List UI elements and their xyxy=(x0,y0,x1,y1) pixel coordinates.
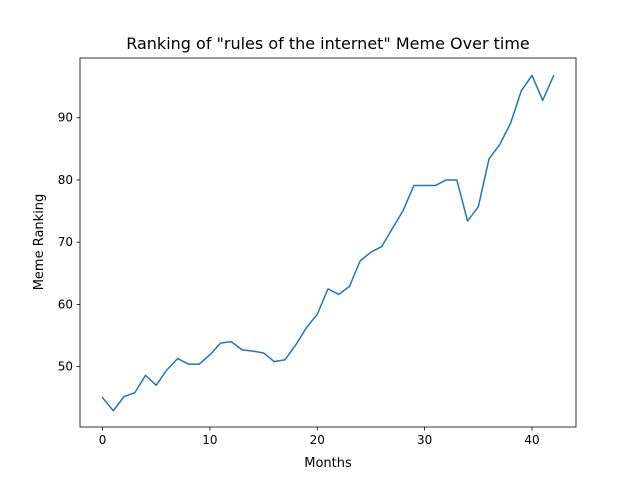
x-axis-label: Months xyxy=(304,456,352,471)
y-tick-label: 60 xyxy=(58,297,73,311)
y-tick-label: 70 xyxy=(58,235,73,249)
y-tick-label: 80 xyxy=(58,173,73,187)
y-tick-label: 90 xyxy=(58,111,73,125)
x-tick-label: 0 xyxy=(99,433,107,447)
chart-title: Ranking of "rules of the internet" Meme … xyxy=(126,34,530,53)
series-line xyxy=(101,74,555,412)
x-tick-label: 40 xyxy=(524,433,539,447)
y-axis-label: Meme Ranking xyxy=(32,194,47,291)
x-tick-label: 10 xyxy=(202,433,217,447)
x-tick-label: 20 xyxy=(310,433,325,447)
x-tick-label: 30 xyxy=(417,433,432,447)
y-tick-label: 50 xyxy=(58,360,73,374)
plot-area: 0 10 20 30 40 50 60 70 80 90 xyxy=(58,57,577,447)
